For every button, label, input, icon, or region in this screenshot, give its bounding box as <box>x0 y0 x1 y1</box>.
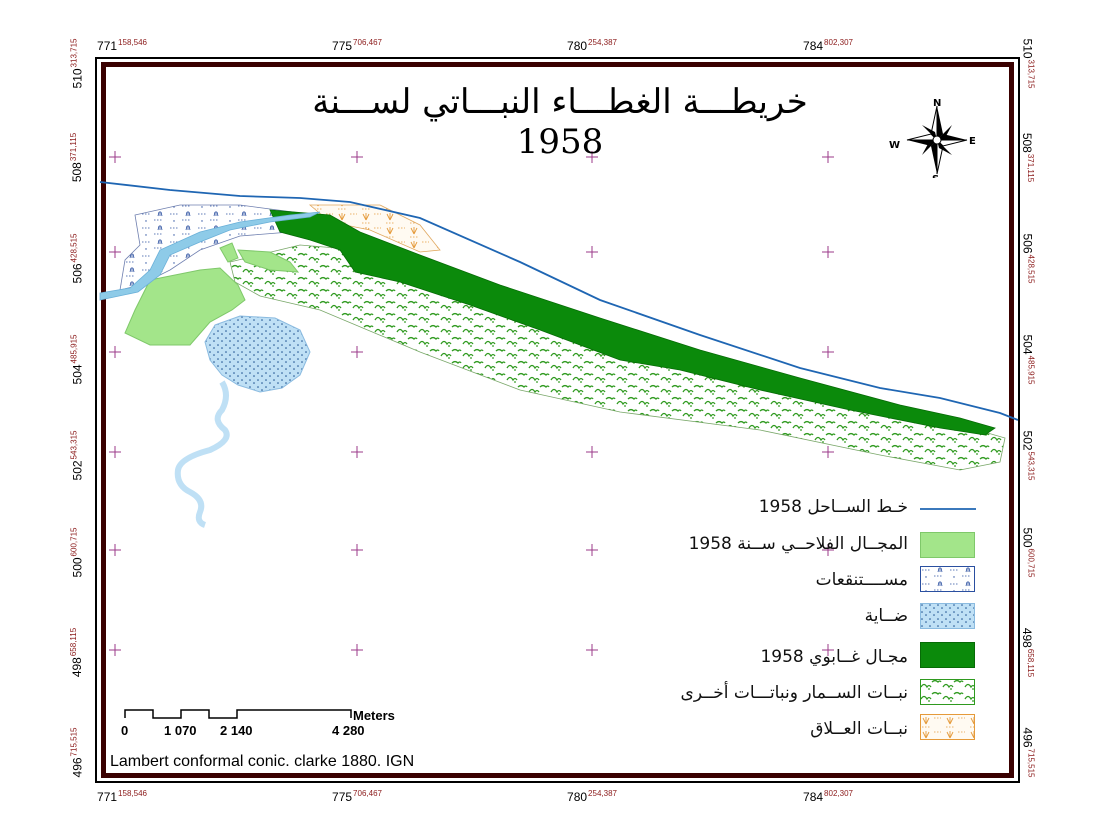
compass-rose-icon: N S E W <box>889 98 976 178</box>
legend-label-forest: مجـال غــابوي 1958 <box>760 647 908 667</box>
map-outer-frame <box>95 57 1020 783</box>
compass-s: S <box>932 174 939 178</box>
legend-label-agricultural: المجــال الفلاحــي ســنة 1958 <box>688 534 908 554</box>
compass-w: W <box>889 140 900 151</box>
x-tick-bottom-3: 780254,387 <box>567 789 617 804</box>
x-tick-bottom-1: 771158,546 <box>97 789 147 804</box>
x-tick-top-3: 780254,387 <box>567 38 617 53</box>
scale-label-1070: 1 070 <box>164 723 197 738</box>
forest-area[interactable] <box>269 209 996 436</box>
coastline[interactable] <box>99 181 1019 421</box>
legend-swatch-marsh <box>920 566 975 592</box>
scale-unit: Meters <box>353 708 395 723</box>
legend-swatch-forest <box>920 642 975 668</box>
legend-label-bramble: نبــات العــلاق <box>810 719 908 739</box>
x-tick-top-1: 771158,546 <box>97 38 147 53</box>
legend-label-coastline: خـط الســاحل 1958 <box>758 497 908 517</box>
projection-credit: Lambert conformal conic. clarke 1880. IG… <box>110 753 415 770</box>
compass-n: N <box>933 98 941 109</box>
legend-label-pond: ضــاية <box>864 606 908 626</box>
scale-bar <box>124 709 352 719</box>
legend-swatch-agricultural <box>920 532 975 558</box>
river <box>99 211 321 301</box>
agricultural-strip[interactable] <box>219 242 300 273</box>
x-tick-top-2: 775706,467 <box>332 38 382 53</box>
map-title: خريطـــة الغطـــاء النبـــاتي لســـنة 19… <box>312 82 808 162</box>
scale-label-2140: 2 140 <box>220 723 253 738</box>
legend-swatch-bramble <box>920 714 975 740</box>
legend-swatch-pond <box>920 603 975 629</box>
legend-label-marsh: مســــتنقعات <box>815 570 908 590</box>
compass-e: E <box>969 136 976 147</box>
legend-label-reeds: نبــات الســمار ونباتـــات أخــرى <box>680 683 908 703</box>
legend-swatch-coastline <box>920 508 976 510</box>
scale-label-0: 0 <box>121 723 129 738</box>
map-inner-frame <box>101 62 1014 778</box>
pond-channel <box>174 380 230 528</box>
agricultural-area[interactable] <box>124 267 246 346</box>
legend-swatch-reeds <box>920 679 975 705</box>
pond-area[interactable] <box>204 315 311 393</box>
marsh-area[interactable] <box>119 204 301 291</box>
x-tick-bottom-2: 775706,467 <box>332 789 382 804</box>
scale-label-4280: 4 280 <box>332 723 365 738</box>
x-tick-bottom-4: 784802,307 <box>803 789 853 804</box>
x-tick-top-4: 784802,307 <box>803 38 853 53</box>
